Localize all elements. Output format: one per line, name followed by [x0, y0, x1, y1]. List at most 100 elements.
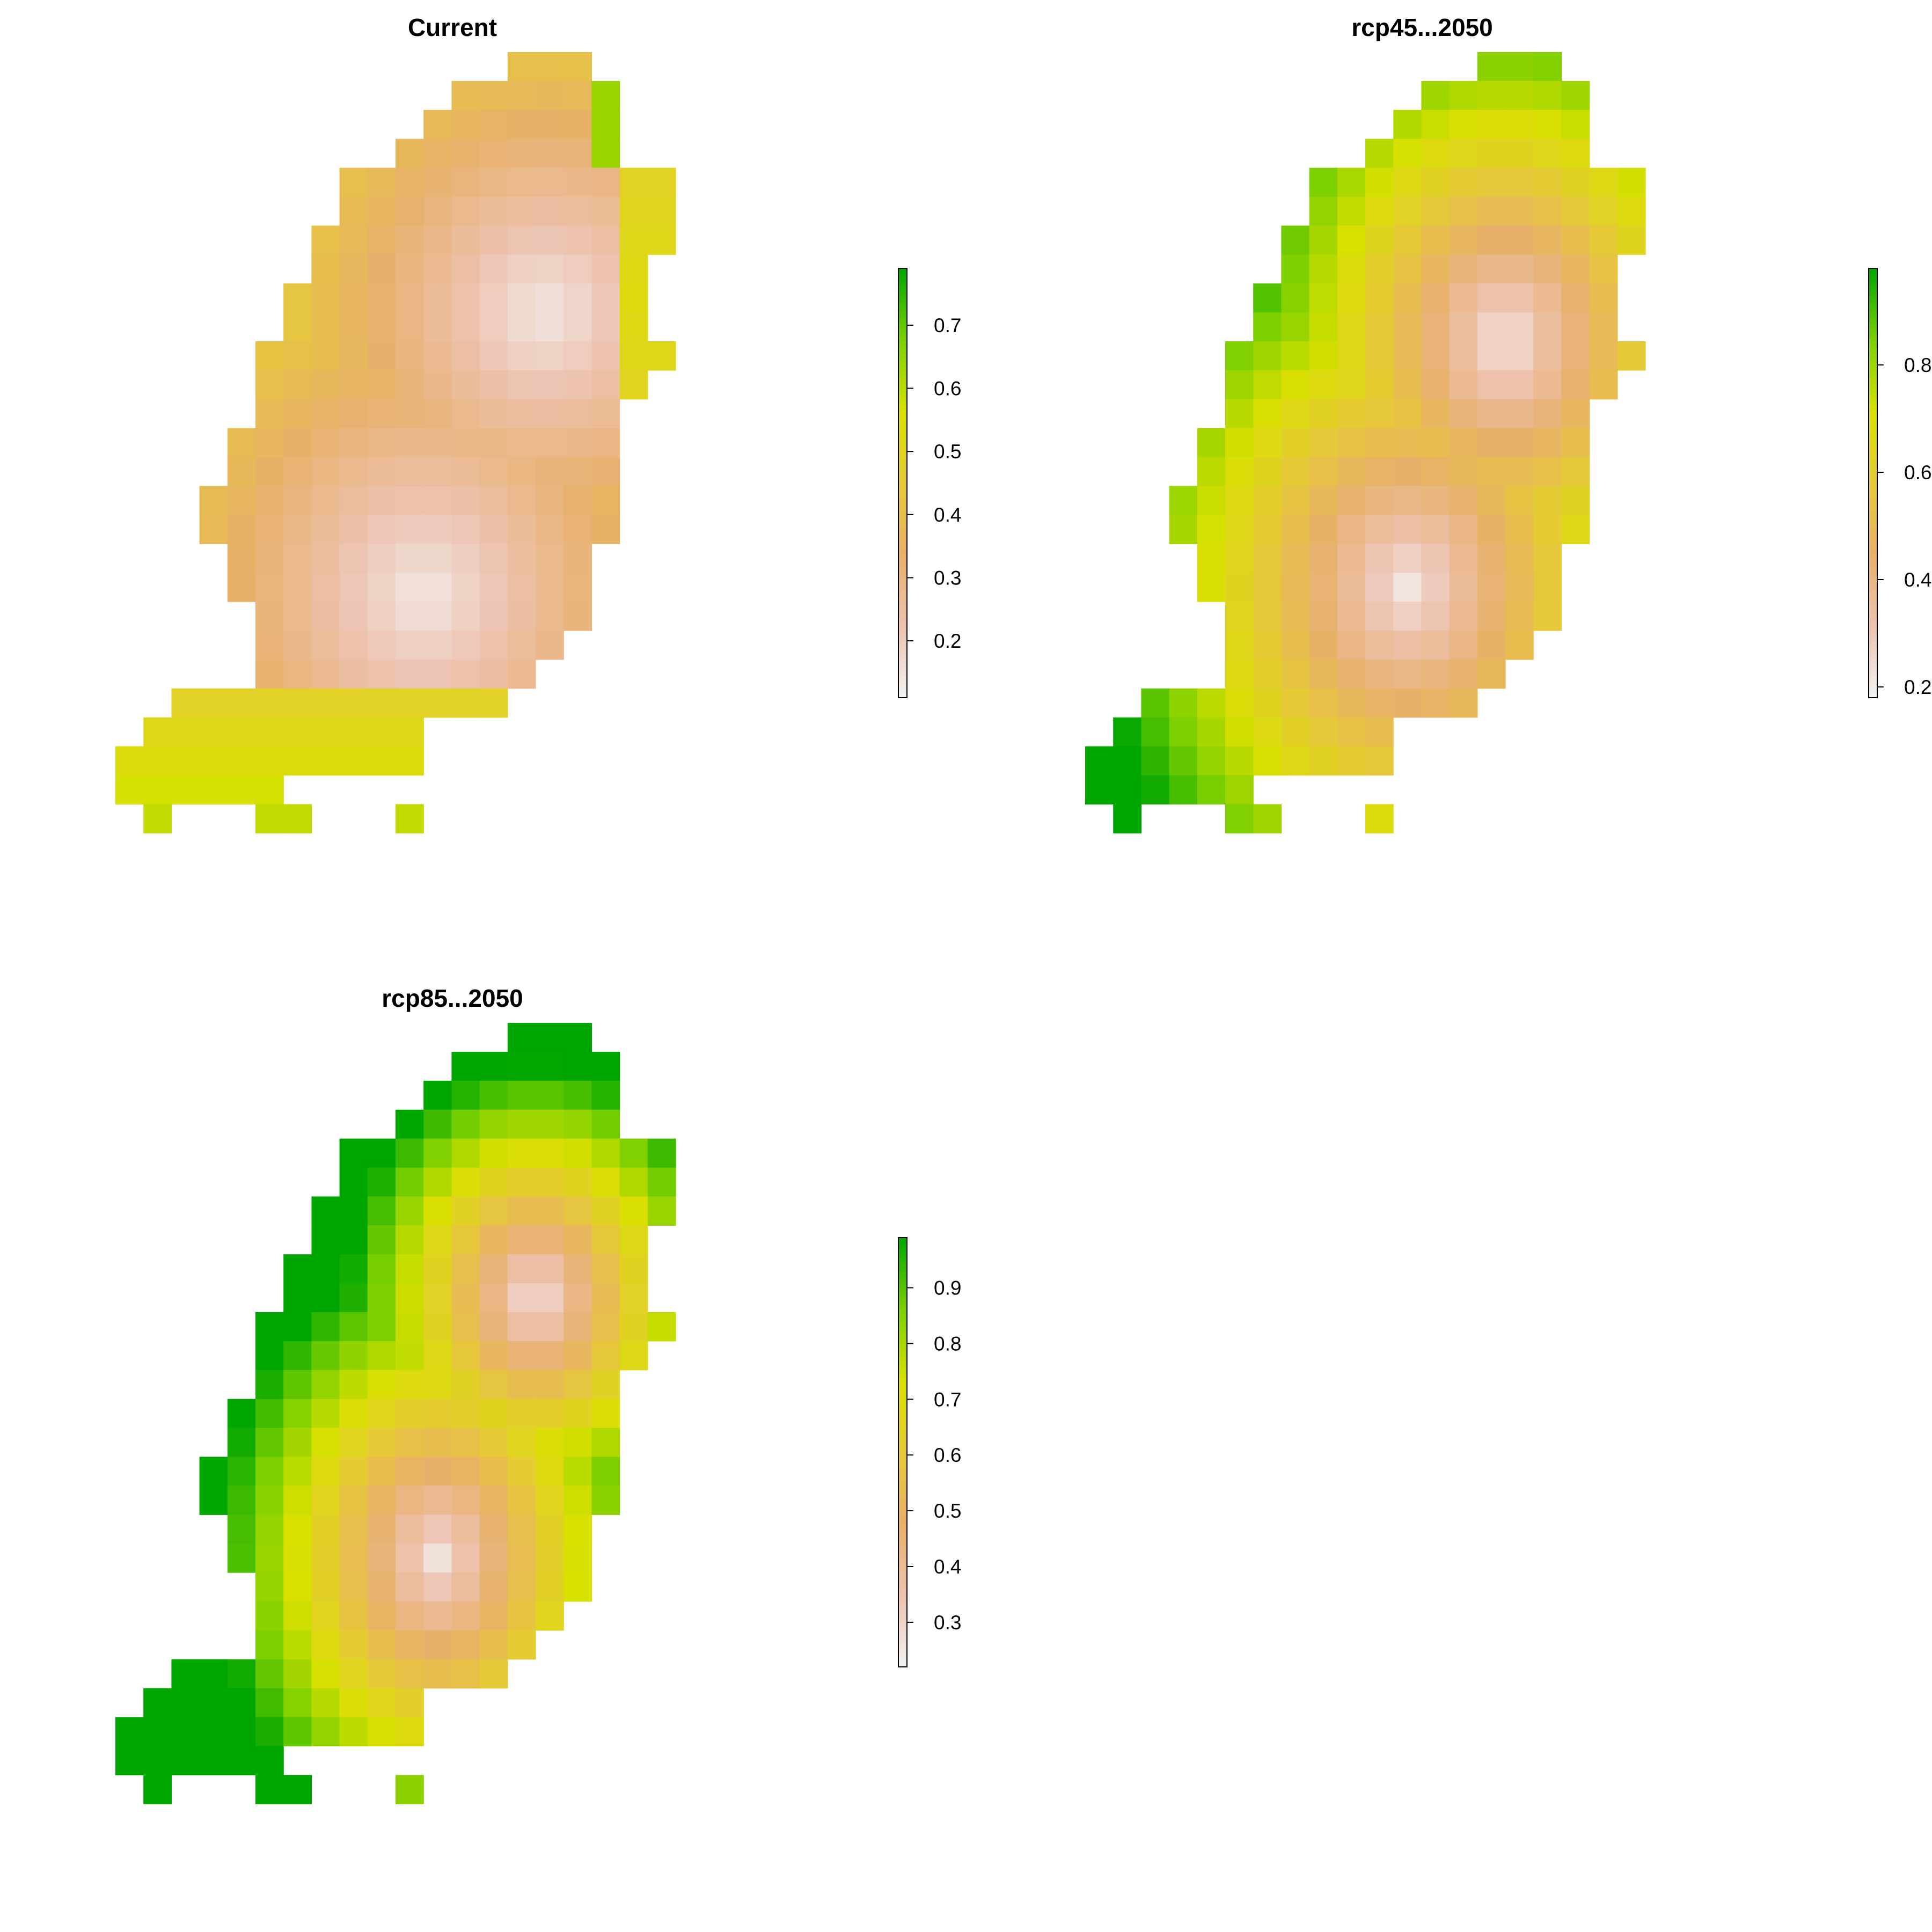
legend-color-segment	[898, 1414, 907, 1418]
raster-cell	[591, 1312, 620, 1342]
legend-color-segment	[1869, 277, 1877, 282]
raster-cell	[1365, 312, 1394, 342]
legend-color-segment	[1869, 337, 1877, 342]
raster-cell	[451, 1051, 480, 1081]
raster-cell	[564, 486, 592, 515]
raster-cell	[1225, 341, 1254, 371]
legend-frame	[898, 268, 908, 698]
raster-cell	[1589, 167, 1618, 197]
legend-color-segment	[898, 449, 907, 453]
raster-cell	[1393, 167, 1422, 197]
raster-cell	[451, 370, 480, 400]
raster-cell	[1253, 717, 1282, 747]
raster-cell	[311, 1399, 340, 1429]
panel-title: rcp45...2050	[1351, 13, 1492, 41]
legend-color-segment	[1869, 354, 1877, 359]
raster-cell	[479, 1659, 508, 1689]
legend-color-segment	[898, 1315, 907, 1320]
legend-color-segment	[898, 616, 907, 621]
raster-cell	[591, 399, 620, 429]
raster-cell	[367, 486, 396, 515]
legend-color-segment	[898, 376, 907, 380]
legend-color-segment	[898, 1362, 907, 1367]
raster-cell	[115, 1746, 144, 1775]
raster-cell	[339, 370, 368, 400]
legend-color-segment	[898, 1611, 907, 1616]
raster-cell	[255, 1601, 284, 1631]
legend-rcp45-2050: 0.2 0.4 0.6 0.8	[1868, 268, 1931, 698]
raster-cell	[311, 1485, 340, 1515]
raster-cell	[255, 1370, 284, 1400]
raster-cell	[1281, 573, 1310, 602]
raster-cell	[1449, 196, 1478, 226]
raster-cell	[143, 1746, 172, 1775]
raster-cell	[227, 1399, 256, 1429]
legend-color-segment	[1869, 655, 1877, 660]
raster-cell	[367, 1543, 396, 1573]
legend-color-segment	[898, 586, 907, 591]
raster-cell	[1309, 428, 1338, 458]
raster-cell	[311, 1688, 340, 1718]
raster-cell	[1197, 457, 1226, 487]
raster-cell	[311, 1572, 340, 1602]
raster-cell	[1169, 746, 1198, 776]
raster-cell	[283, 1312, 312, 1342]
legend-color-segment	[898, 268, 907, 273]
raster-cell	[1281, 688, 1310, 718]
raster-cell	[1365, 486, 1394, 515]
legend-color-segment	[1869, 620, 1877, 625]
raster-cell	[227, 688, 256, 718]
raster-cell	[423, 1312, 452, 1342]
raster-cell	[591, 1254, 620, 1284]
raster-cell	[311, 283, 340, 313]
raster-cell	[1197, 746, 1226, 776]
raster-cell	[311, 544, 340, 573]
raster-cell	[423, 1572, 452, 1602]
legend-color-segment	[898, 1538, 907, 1543]
raster-cell	[619, 1254, 648, 1284]
legend-color-segment	[898, 1323, 907, 1328]
legend-color-segment	[898, 1306, 907, 1311]
legend-color-segment	[898, 1641, 907, 1646]
legend-color-segment	[898, 1298, 907, 1302]
raster-cell	[1281, 746, 1310, 776]
legend-color-segment	[898, 1482, 907, 1487]
raster-cell	[367, 1717, 396, 1747]
raster-cell	[1337, 399, 1366, 429]
raster-cell	[1449, 138, 1478, 169]
raster-cell	[367, 1428, 396, 1458]
legend-color-segment	[898, 1590, 907, 1594]
legend-color-segment	[898, 1285, 907, 1290]
raster-cell	[1225, 659, 1254, 689]
raster-cell	[311, 573, 340, 602]
raster-cell	[507, 254, 536, 284]
raster-cell	[536, 312, 564, 342]
legend-color-segment	[898, 680, 907, 685]
raster-cell	[283, 457, 312, 487]
raster-cell	[283, 1688, 312, 1718]
legend-color-segment	[1869, 487, 1877, 492]
raster-cell	[451, 1312, 480, 1342]
legend-color-segment	[1869, 449, 1877, 453]
legend-color-segment	[898, 1242, 907, 1247]
raster-cell	[1337, 196, 1366, 226]
raster-cell	[255, 1572, 284, 1602]
raster-cell	[367, 544, 396, 573]
raster-cell	[1337, 544, 1366, 573]
raster-cell	[1421, 631, 1450, 660]
raster-cell	[1505, 138, 1534, 169]
legend-color-segment	[898, 556, 907, 561]
raster-cell	[367, 573, 396, 602]
raster-cell	[591, 80, 620, 111]
legend-color-segment	[1869, 633, 1877, 638]
raster-cell	[564, 1514, 592, 1544]
raster-cell	[591, 1051, 620, 1081]
raster-cell	[143, 1775, 172, 1804]
raster-cell	[423, 254, 452, 284]
raster-cell	[1449, 80, 1478, 111]
legend-color-segment	[898, 668, 907, 672]
legend-color-segment	[898, 1495, 907, 1500]
raster-cell	[255, 573, 284, 602]
raster-cell	[339, 486, 368, 515]
legend-color-segment	[1869, 543, 1877, 548]
